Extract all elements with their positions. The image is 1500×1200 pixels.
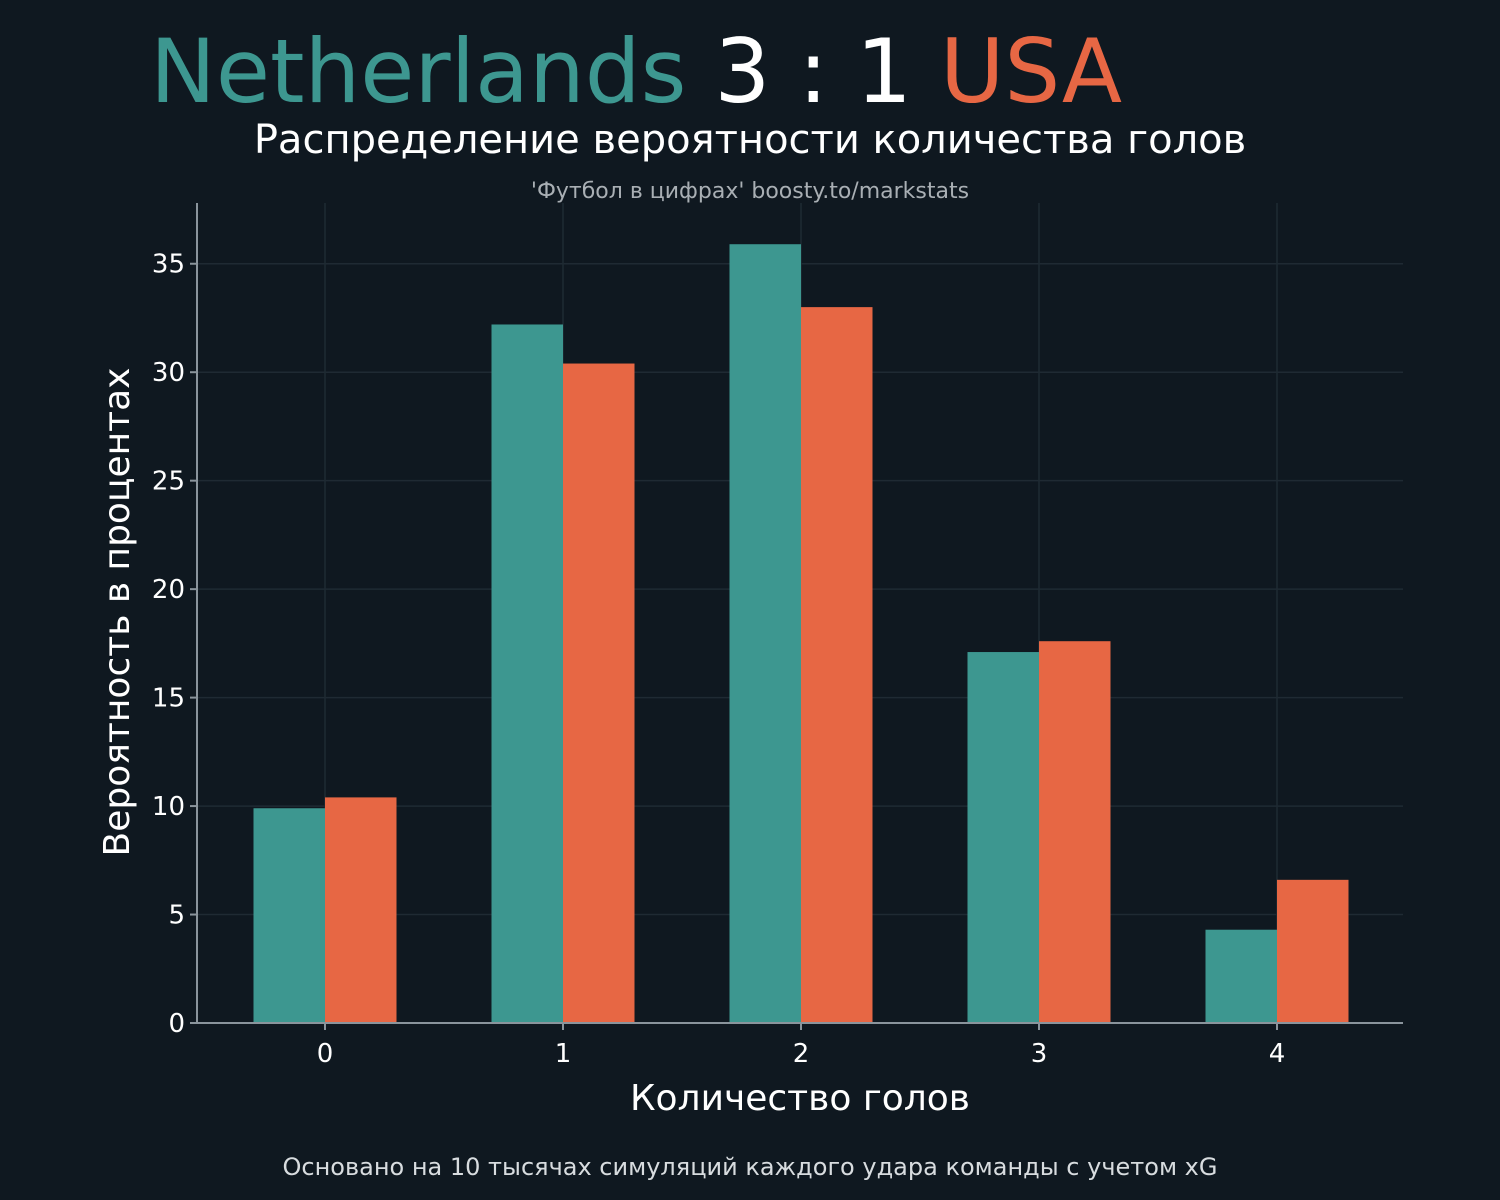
match-headline: Netherlands 3 : 1 USA	[150, 22, 1122, 122]
x-tick-label: 1	[555, 1039, 572, 1069]
bar-netherlands-0	[253, 808, 325, 1023]
chart-credit: 'Футбол в цифрах' boosty.to/markstats	[530, 179, 970, 204]
chart-subtitle: Распределение вероятности количества гол…	[253, 117, 1247, 163]
footer-note: Основано на 10 тысячах симуляций каждого…	[282, 1153, 1218, 1181]
y-tick-label: 25	[152, 467, 185, 497]
y-tick-label: 15	[152, 684, 185, 714]
bar-usa-1	[563, 363, 635, 1023]
y-tick-label: 0	[168, 1009, 185, 1039]
match-score: 3 : 1	[686, 20, 940, 123]
away-team-name: USA	[939, 20, 1123, 123]
x-axis-label: Количество голов	[630, 1078, 970, 1119]
bar-usa-4	[1277, 879, 1349, 1023]
bar-netherlands-4	[1205, 929, 1277, 1023]
y-tick-label: 10	[152, 792, 185, 822]
home-team-name: Netherlands	[150, 20, 687, 123]
bar-usa-3	[1039, 641, 1111, 1023]
y-tick-label: 30	[152, 358, 185, 388]
bar-usa-2	[801, 307, 873, 1024]
x-tick-label: 2	[793, 1039, 810, 1069]
bar-netherlands-3	[967, 652, 1039, 1023]
bar-usa-0	[325, 797, 397, 1023]
bar-netherlands-1	[491, 324, 563, 1024]
y-axis-label: Вероятность в процентах	[97, 368, 138, 857]
x-tick-label: 3	[1031, 1039, 1048, 1069]
y-tick-label: 5	[168, 901, 185, 931]
x-tick-label: 4	[1269, 1039, 1286, 1069]
bar-netherlands-2	[729, 244, 801, 1024]
y-tick-label: 35	[152, 250, 185, 280]
x-tick-label: 0	[317, 1039, 334, 1069]
y-tick-label: 20	[152, 575, 185, 605]
